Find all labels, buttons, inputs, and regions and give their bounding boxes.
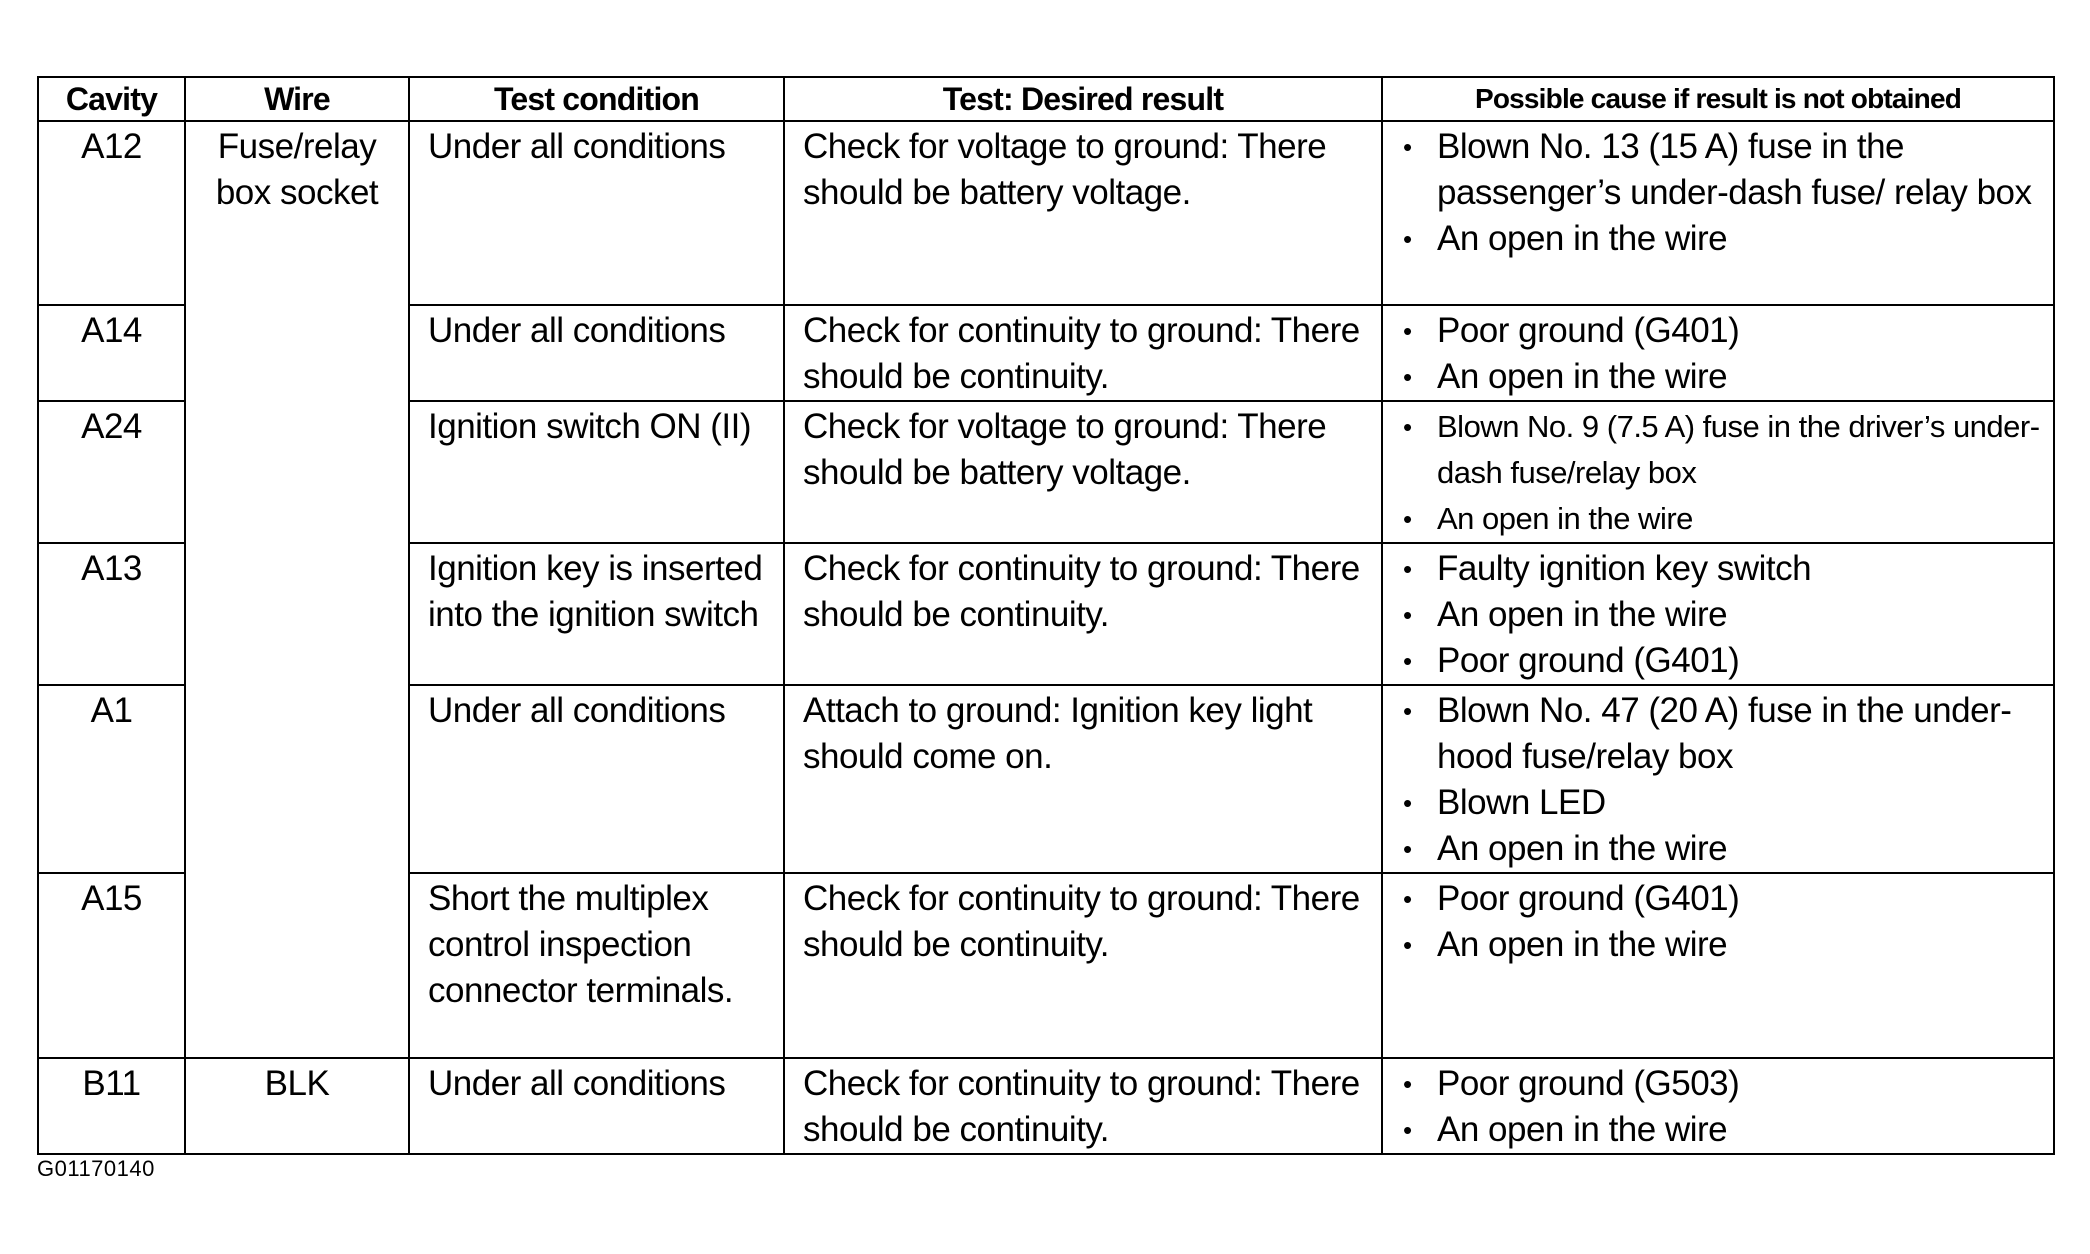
cause-item: An open in the wire	[1401, 922, 2053, 968]
cause-item: Blown No. 9 (7.5 A) fuse in the driver’s…	[1401, 404, 2053, 496]
cause-item: Poor ground (G401)	[1401, 638, 2053, 684]
cavity-cell: B11	[37, 1057, 186, 1155]
cavity-cell: A24	[37, 400, 186, 544]
test-condition-cell: Under all conditions	[408, 684, 785, 874]
desired-result-cell: Check for continuity to ground: There sh…	[783, 872, 1383, 1059]
header-row: Cavity Wire Test condition Test: Desired…	[37, 76, 2055, 122]
cause-item: Blown No. 47 (20 A) fuse in the under-ho…	[1401, 688, 2053, 780]
table-row: A24 Ignition switch ON (II) Check for volt…	[37, 400, 2055, 544]
cause-list: Blown No. 9 (7.5 A) fuse in the driver’s…	[1383, 404, 2053, 542]
cavity-cell: A1	[37, 684, 186, 874]
possible-cause-cell: Blown No. 47 (20 A) fuse in the under-ho…	[1381, 684, 2055, 874]
test-condition-cell: Under all conditions	[408, 1057, 785, 1155]
cause-list: Poor ground (G401)An open in the wire	[1383, 308, 2053, 400]
wire-cell: Fuse/relay box socket	[184, 120, 410, 1059]
cause-item: Poor ground (G503)	[1401, 1061, 2053, 1107]
desired-result-cell: Check for voltage to ground: There shoul…	[783, 120, 1383, 306]
cause-item: An open in the wire	[1401, 826, 2053, 872]
table-row: A13 Ignition key is inserted into the ign…	[37, 542, 2055, 686]
possible-cause-cell: Faulty ignition key switchAn open in the…	[1381, 542, 2055, 686]
cavity-cell: A14	[37, 304, 186, 402]
cause-item: An open in the wire	[1401, 1107, 2053, 1153]
test-condition-cell: Ignition switch ON (II)	[408, 400, 785, 544]
cavity-cell: A15	[37, 872, 186, 1059]
header-desired-result: Test: Desired result	[783, 76, 1383, 122]
test-condition-cell: Short the multiplex control inspection c…	[408, 872, 785, 1059]
desired-result-cell: Check for voltage to ground: There shoul…	[783, 400, 1383, 544]
possible-cause-cell: Blown No. 9 (7.5 A) fuse in the driver’s…	[1381, 400, 2055, 544]
cause-item: Faulty ignition key switch	[1401, 546, 2053, 592]
wire-cell: BLK	[184, 1057, 410, 1155]
cause-item: An open in the wire	[1401, 354, 2053, 400]
table-row: A1 Under all conditions Attach to ground: …	[37, 684, 2055, 874]
header-possible-cause: Possible cause if result is not obtained	[1381, 76, 2055, 122]
cause-item: Poor ground (G401)	[1401, 308, 2053, 354]
cavity-cell: A12	[37, 120, 186, 306]
cause-list: Faulty ignition key switchAn open in the…	[1383, 546, 2053, 684]
possible-cause-cell: Poor ground (G503)An open in the wire	[1381, 1057, 2055, 1155]
desired-result-cell: Check for continuity to ground: There sh…	[783, 1057, 1383, 1155]
cause-list: Blown No. 47 (20 A) fuse in the under-ho…	[1383, 688, 2053, 872]
test-condition-cell: Under all conditions	[408, 120, 785, 306]
cause-item: Poor ground (G401)	[1401, 876, 2053, 922]
cause-item: Blown LED	[1401, 780, 2053, 826]
test-condition-cell: Under all conditions	[408, 304, 785, 402]
possible-cause-cell: Poor ground (G401)An open in the wire	[1381, 304, 2055, 402]
cause-item: An open in the wire	[1401, 592, 2053, 638]
test-condition-cell: Ignition key is inserted into the igniti…	[408, 542, 785, 686]
cause-item: An open in the wire	[1401, 216, 2053, 262]
figure-id: G01170140	[37, 1156, 155, 1181]
test-table: Cavity Wire Test condition Test: Desired…	[37, 76, 2055, 1155]
table-row: B11 BLK Under all conditions Check for cont…	[37, 1057, 2055, 1155]
header-wire: Wire	[184, 76, 410, 122]
table-row: A14 Under all conditions Check for continu…	[37, 304, 2055, 402]
cavity-cell: A13	[37, 542, 186, 686]
desired-result-cell: Check for continuity to ground: There sh…	[783, 304, 1383, 402]
possible-cause-cell: Blown No. 13 (15 A) fuse in the passenge…	[1381, 120, 2055, 306]
cause-list: Poor ground (G503)An open in the wire	[1383, 1061, 2053, 1153]
possible-cause-cell: Poor ground (G401)An open in the wire	[1381, 872, 2055, 1059]
cause-item: An open in the wire	[1401, 496, 2053, 542]
desired-result-cell: Check for continuity to ground: There sh…	[783, 542, 1383, 686]
table-row: A15 Short the multiplex control inspectio…	[37, 872, 2055, 1059]
desired-result-cell: Attach to ground: Ignition key light sho…	[783, 684, 1383, 874]
header-cavity: Cavity	[37, 76, 186, 122]
table-row: A12 Fuse/relay box socket Under all condit…	[37, 120, 2055, 1059]
cause-list: Poor ground (G401)An open in the wire	[1383, 876, 2053, 968]
cause-item: Blown No. 13 (15 A) fuse in the passenge…	[1401, 124, 2053, 216]
header-test-condition: Test condition	[408, 76, 785, 122]
cause-list: Blown No. 13 (15 A) fuse in the passenge…	[1383, 124, 2053, 262]
